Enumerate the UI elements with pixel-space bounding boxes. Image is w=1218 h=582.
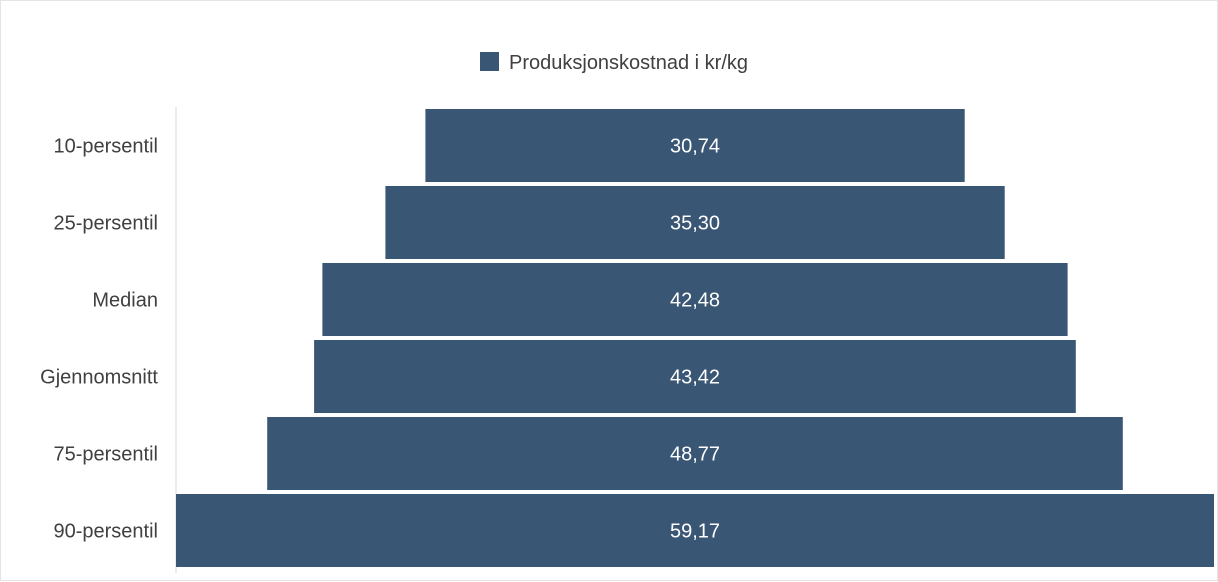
bar-median	[322, 263, 1068, 336]
category-label: 25-persentil	[53, 213, 158, 235]
bar-25-persentil	[385, 186, 1005, 259]
value-labels-group: 30,74 35,30 42,48 43,42 48,77 59,17	[670, 136, 720, 543]
category-label: 75-persentil	[53, 444, 158, 466]
legend-label: Produksjonskostnad i kr/kg	[509, 52, 748, 74]
data-label: 48,77	[670, 444, 720, 466]
legend-swatch	[480, 52, 499, 71]
category-labels-group: 10-persentil 25-persentil Median Gjennomsni…	[40, 136, 158, 543]
data-label: 30,74	[670, 136, 720, 158]
data-label: 43,42	[670, 367, 720, 389]
data-label: 42,48	[670, 290, 720, 312]
bar-75-persentil	[267, 417, 1123, 490]
bar-90-persentil	[176, 494, 1214, 567]
legend: Produksjonskostnad i kr/kg	[480, 52, 748, 74]
category-label: 90-persentil	[53, 521, 158, 543]
data-label: 59,17	[670, 521, 720, 543]
category-label: Gjennomsnitt	[40, 367, 158, 389]
bar-gjennomsnitt	[314, 340, 1076, 413]
category-label: Median	[92, 290, 158, 312]
bar-10-persentil	[425, 109, 965, 182]
bars-group	[176, 109, 1214, 567]
data-label: 35,30	[670, 213, 720, 235]
category-label: 10-persentil	[53, 136, 158, 158]
